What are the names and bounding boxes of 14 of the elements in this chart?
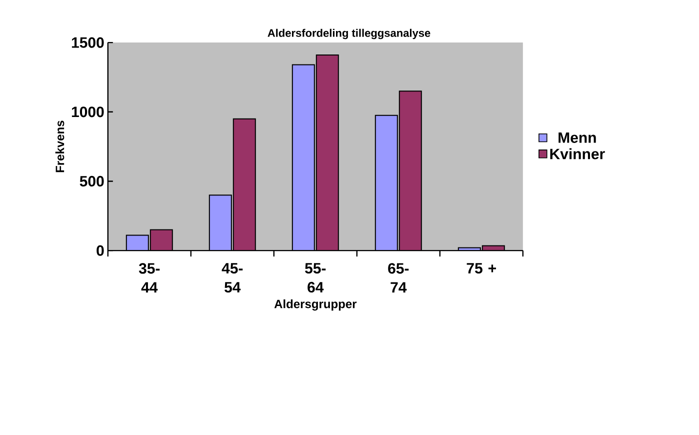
x-tick-label: 35-44 [138, 263, 160, 293]
x-tick-label: 55-64 [305, 263, 326, 293]
x-tick-label: 45-54 [222, 263, 243, 293]
x-axis-title: Aldersgrupper [274, 299, 357, 311]
y-axis-title: Frekvens [55, 120, 64, 172]
y-tick-label: 0 [96, 245, 104, 256]
x-tick-label: 65-74 [388, 263, 409, 293]
chart-title: Aldersfordeling tilleggsanalyse [268, 28, 430, 40]
legend-label: Kvinner [550, 148, 605, 160]
y-tick-label: 500 [80, 176, 104, 187]
y-tick-label: 1000 [72, 106, 104, 118]
x-tick-label: 75 + [466, 263, 496, 274]
legend-label: Menn [558, 132, 596, 143]
y-tick-label: 1500 [72, 37, 104, 48]
